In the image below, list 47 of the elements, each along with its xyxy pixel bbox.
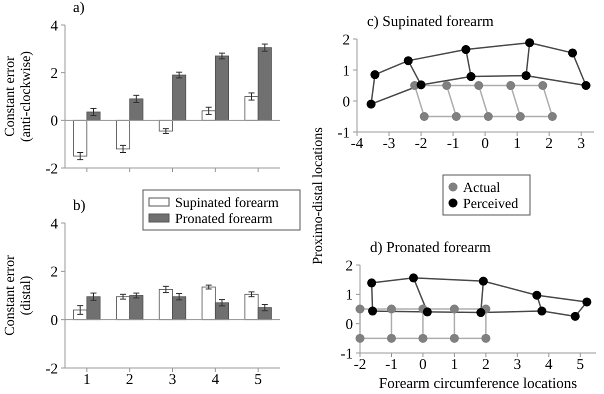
x-tick-label: 4 <box>545 357 554 373</box>
x-tick-label: 0 <box>481 136 489 152</box>
y-axis-title: Constant error (distal) <box>3 254 34 336</box>
x-tick-label: -3 <box>382 136 396 152</box>
y-tick-label: 0 <box>346 316 353 333</box>
chart-title: a) <box>73 0 85 16</box>
x-tick-label: 3 <box>514 357 522 373</box>
y-tick-label: 0 <box>50 312 58 329</box>
x-tick-label: 2 <box>126 372 134 388</box>
y-tick-label: -1 <box>340 346 353 362</box>
x-axis-title: Forearm circumference locations <box>378 376 578 392</box>
x-tick-label: 0 <box>419 357 427 373</box>
x-tick-label: -4 <box>350 136 364 152</box>
y-axis-title: Proximo-distal locations <box>311 127 326 265</box>
y-tick-label: 1 <box>346 288 353 304</box>
x-tick-label: 5 <box>254 372 262 388</box>
chart-title: c) Supinated forearm <box>367 14 494 30</box>
y-tick-label: 0 <box>342 94 350 110</box>
x-tick-label: 4 <box>212 372 220 388</box>
y-tick-label: -2 <box>46 161 58 178</box>
y-axis-title: Constant error (anti-clockwise) <box>3 50 34 142</box>
y-tick-label: 1 <box>342 63 350 80</box>
x-tick-label: 2 <box>482 357 490 373</box>
x-tick-label: 5 <box>576 357 584 373</box>
y-tick-label: 4 <box>50 216 58 232</box>
y-tick-label: 2 <box>50 264 58 281</box>
legend-label: Pronated forearm <box>175 212 273 227</box>
x-tick-label: 3 <box>168 372 176 388</box>
x-tick-label: -1 <box>446 136 460 152</box>
x-tick-label: 2 <box>545 136 553 152</box>
y-tick-label: 0 <box>50 114 58 130</box>
x-tick-label: 1 <box>83 372 91 388</box>
x-tick-label: 3 <box>577 136 585 152</box>
y-tick-label: 2 <box>342 32 350 48</box>
chart-title: d) Pronated forearm <box>370 240 492 256</box>
legend-label: Perceived <box>463 196 518 212</box>
y-tick-label: -1 <box>338 125 350 142</box>
chart-title: b) <box>73 198 86 214</box>
y-tick-label: 4 <box>50 18 58 34</box>
legend-label: Actual <box>463 180 500 196</box>
x-tick-label: -2 <box>414 136 428 152</box>
x-tick-label: 1 <box>513 136 521 152</box>
x-tick-label: -1 <box>385 357 398 373</box>
legend-label: Supinated forearm <box>175 196 279 211</box>
y-tick-label: 2 <box>346 258 353 274</box>
x-tick-label: 1 <box>450 357 458 373</box>
y-tick-label: 2 <box>50 66 58 82</box>
